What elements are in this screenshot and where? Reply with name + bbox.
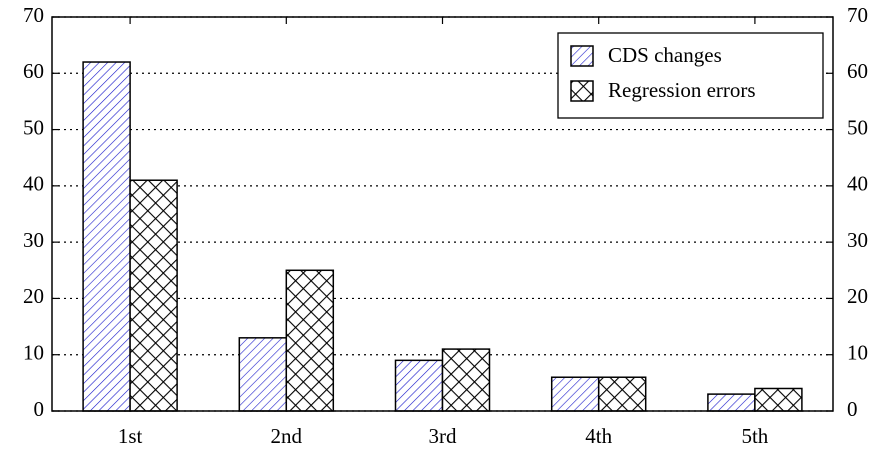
legend-swatch: [570, 80, 594, 102]
bar: [707, 393, 756, 412]
y2-tick-label: 0: [847, 397, 858, 421]
y-tick-label: 60: [23, 59, 44, 83]
y-tick-label: 20: [23, 284, 44, 308]
legend-swatch: [570, 45, 594, 67]
y2-tick-label: 50: [847, 115, 868, 139]
y-tick-label: 30: [23, 228, 44, 252]
y2-tick-label: 10: [847, 341, 868, 365]
legend-label: CDS changes: [608, 43, 722, 67]
bar: [754, 387, 803, 412]
bar: [394, 359, 444, 412]
y2-tick-label: 20: [847, 284, 868, 308]
x-tick-label: 1st: [118, 424, 143, 448]
y-tick-label: 70: [23, 3, 44, 27]
y-tick-label: 40: [23, 172, 44, 196]
bar: [550, 376, 600, 412]
y-tick-label: 10: [23, 341, 44, 365]
y2-tick-label: 70: [847, 3, 868, 27]
bar: [285, 269, 335, 412]
y-tick-label: 50: [23, 115, 44, 139]
bar: [597, 376, 647, 412]
x-tick-label: 3rd: [429, 424, 457, 448]
bar: [441, 348, 491, 412]
bar: [129, 179, 178, 412]
x-tick-label: 4th: [585, 424, 612, 448]
bar: [82, 61, 131, 412]
y2-tick-label: 30: [847, 228, 868, 252]
bar: [238, 337, 288, 412]
x-tick-label: 2nd: [271, 424, 303, 448]
legend-label: Regression errors: [608, 78, 756, 102]
legend-box: [557, 32, 824, 119]
y2-tick-label: 60: [847, 59, 868, 83]
plot-frame: [51, 16, 834, 412]
y-tick-label: 0: [34, 397, 45, 421]
x-tick-label: 5th: [741, 424, 768, 448]
y2-tick-label: 40: [847, 172, 868, 196]
